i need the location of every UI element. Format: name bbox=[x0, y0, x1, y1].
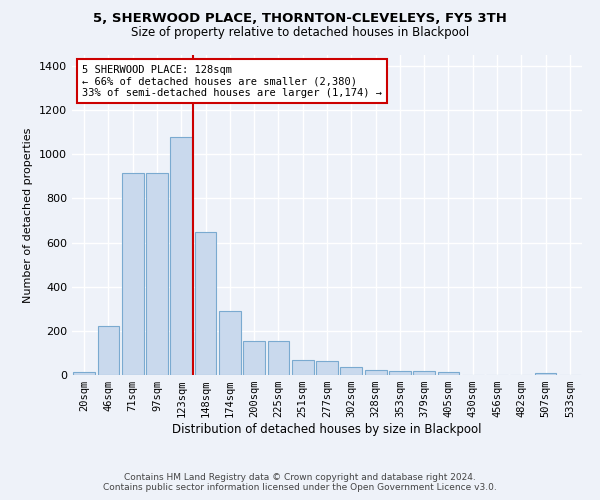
Bar bbox=[413, 371, 435, 375]
Bar bbox=[170, 136, 192, 375]
Bar bbox=[73, 372, 95, 375]
Text: Contains HM Land Registry data © Crown copyright and database right 2024.
Contai: Contains HM Land Registry data © Crown c… bbox=[103, 473, 497, 492]
Bar bbox=[316, 360, 338, 375]
Bar bbox=[365, 370, 386, 375]
Bar bbox=[268, 341, 289, 375]
Bar bbox=[146, 173, 168, 375]
Bar bbox=[292, 360, 314, 375]
Bar bbox=[340, 368, 362, 375]
Bar bbox=[389, 370, 411, 375]
Bar bbox=[194, 232, 217, 375]
X-axis label: Distribution of detached houses by size in Blackpool: Distribution of detached houses by size … bbox=[172, 423, 482, 436]
Bar bbox=[122, 173, 143, 375]
Text: Size of property relative to detached houses in Blackpool: Size of property relative to detached ho… bbox=[131, 26, 469, 39]
Bar bbox=[243, 341, 265, 375]
Bar bbox=[219, 311, 241, 375]
Bar bbox=[97, 326, 119, 375]
Bar bbox=[437, 372, 460, 375]
Text: 5, SHERWOOD PLACE, THORNTON-CLEVELEYS, FY5 3TH: 5, SHERWOOD PLACE, THORNTON-CLEVELEYS, F… bbox=[93, 12, 507, 26]
Y-axis label: Number of detached properties: Number of detached properties bbox=[23, 128, 34, 302]
Bar bbox=[535, 373, 556, 375]
Text: 5 SHERWOOD PLACE: 128sqm
← 66% of detached houses are smaller (2,380)
33% of sem: 5 SHERWOOD PLACE: 128sqm ← 66% of detach… bbox=[82, 64, 382, 98]
